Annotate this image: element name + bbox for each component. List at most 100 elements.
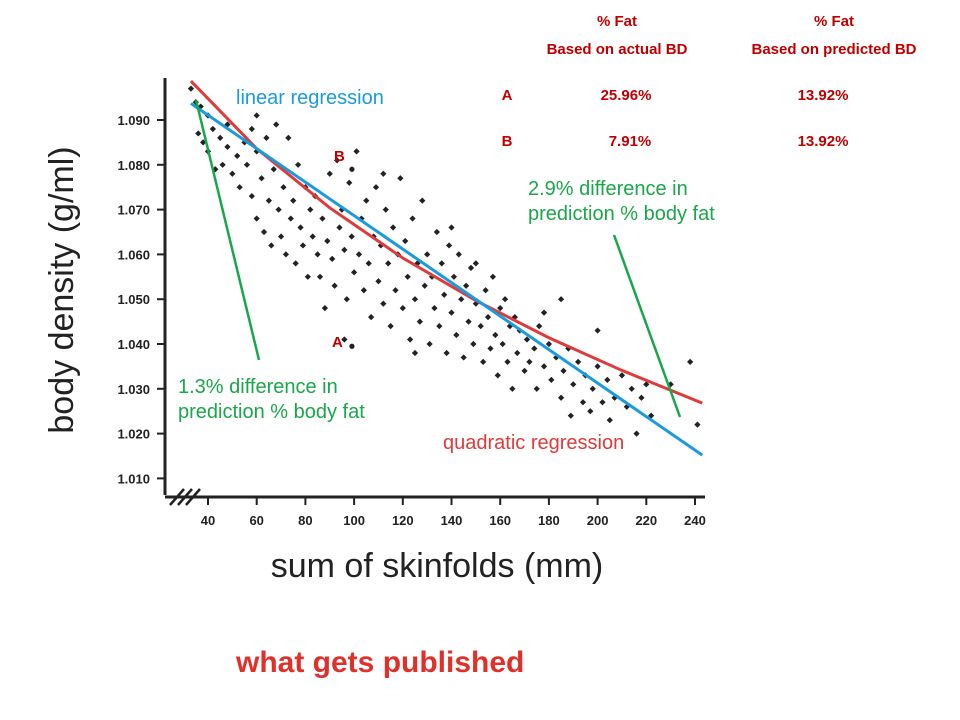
- data-point: [484, 314, 492, 321]
- footer-caption: what gets published: [235, 646, 524, 679]
- data-point: [618, 372, 626, 379]
- data-point: [253, 215, 260, 222]
- data-point: [633, 430, 640, 437]
- x-tick-label: 220: [635, 513, 657, 528]
- data-point: [336, 224, 343, 231]
- x-tick-label: 60: [249, 513, 263, 528]
- data-point: [404, 273, 411, 280]
- data-point: [353, 148, 360, 155]
- data-point: [560, 367, 567, 374]
- fat-comparison-table: % Fat Based on actual BD % Fat Based on …: [502, 13, 917, 150]
- y-tick-label: 1.010: [117, 471, 150, 486]
- data-point: [509, 385, 516, 392]
- table-col2-header-line2: Based on predicted BD: [751, 41, 916, 58]
- data-point: [628, 385, 635, 392]
- annotation-right-line1: 2.9% difference in: [528, 178, 688, 200]
- data-point: [465, 318, 472, 325]
- data-point: [462, 282, 470, 289]
- data-point: [455, 251, 462, 258]
- data-point: [297, 224, 304, 231]
- data-point: [360, 287, 367, 294]
- data-point: [234, 152, 241, 159]
- data-point: [243, 161, 251, 168]
- table-col1-header-line2: Based on actual BD: [547, 41, 688, 58]
- table-col1-header-line1: % Fat: [597, 13, 637, 30]
- data-point: [265, 197, 272, 204]
- data-point: [187, 85, 195, 92]
- data-point: [487, 345, 494, 352]
- y-tick-label: 1.060: [117, 247, 150, 262]
- data-point: [497, 305, 504, 312]
- data-point: [450, 273, 458, 280]
- x-tick-label: 140: [441, 513, 463, 528]
- data-point: [443, 349, 450, 357]
- data-point: [411, 349, 419, 357]
- axis-break-mark: [169, 488, 201, 506]
- table-row-b-label: B: [502, 133, 513, 150]
- annotation-right-line2: prediction % body fat: [528, 203, 715, 225]
- data-point: [587, 408, 594, 415]
- data-point: [514, 349, 521, 357]
- data-point: [219, 161, 226, 168]
- data-point: [282, 251, 290, 258]
- data-point: [319, 215, 326, 222]
- data-point: [411, 296, 419, 303]
- data-point: [307, 206, 314, 213]
- y-axis-label: body density (g/ml): [43, 146, 81, 433]
- data-point: [224, 143, 231, 150]
- data-point: [304, 273, 311, 280]
- data-point: [324, 237, 331, 245]
- data-point: [570, 381, 577, 388]
- data-point: [426, 340, 433, 348]
- data-point: [445, 242, 453, 249]
- data-point: [277, 233, 285, 240]
- data-point: [638, 394, 645, 401]
- x-tick-label: 240: [684, 513, 706, 528]
- x-tick-label: 120: [392, 513, 414, 528]
- data-point: [575, 358, 582, 366]
- data-point: [540, 363, 548, 370]
- data-point: [557, 296, 565, 303]
- data-point: [363, 197, 370, 204]
- data-point: [348, 233, 355, 240]
- data-point: [419, 197, 426, 204]
- x-tick-label: 40: [201, 513, 215, 528]
- data-point: [341, 336, 348, 343]
- data-point: [594, 363, 601, 370]
- data-point: [387, 322, 394, 330]
- y-tick-label: 1.050: [117, 292, 150, 307]
- data-point: [392, 287, 399, 294]
- data-point: [460, 354, 467, 361]
- data-point: [421, 282, 428, 289]
- table-row-a-actual: 25.96%: [601, 87, 652, 104]
- point-label-a: A: [332, 334, 343, 351]
- data-point: [533, 385, 540, 392]
- y-tick-label: 1.080: [117, 158, 150, 173]
- data-point: [253, 112, 260, 119]
- data-point: [448, 224, 455, 231]
- data-point: [406, 336, 414, 343]
- data-point: [409, 215, 416, 222]
- linear-regression-line: [190, 102, 704, 457]
- data-point: [260, 228, 268, 236]
- data-point: [248, 125, 255, 133]
- data-point: [333, 157, 341, 164]
- data-point: [589, 385, 596, 392]
- x-ticks: 40 60 80 100 120 140 160 180 200 220 240: [201, 497, 706, 528]
- point-label-b: B: [334, 148, 345, 165]
- data-point: [477, 322, 484, 330]
- data-point: [489, 273, 497, 280]
- data-point: [433, 228, 441, 236]
- data-point: [321, 305, 328, 312]
- table-row-b-predicted: 13.92%: [798, 133, 849, 150]
- x-axis-label: sum of skinfolds (mm): [271, 547, 604, 585]
- data-point: [536, 322, 543, 330]
- annotation-pointer-left: [194, 99, 261, 361]
- data-point: [385, 260, 392, 267]
- data-point: [424, 251, 431, 258]
- data-point: [248, 193, 255, 200]
- data-point: [263, 134, 270, 142]
- data-point: [523, 336, 531, 343]
- data-point: [606, 417, 613, 424]
- data-point: [458, 296, 465, 303]
